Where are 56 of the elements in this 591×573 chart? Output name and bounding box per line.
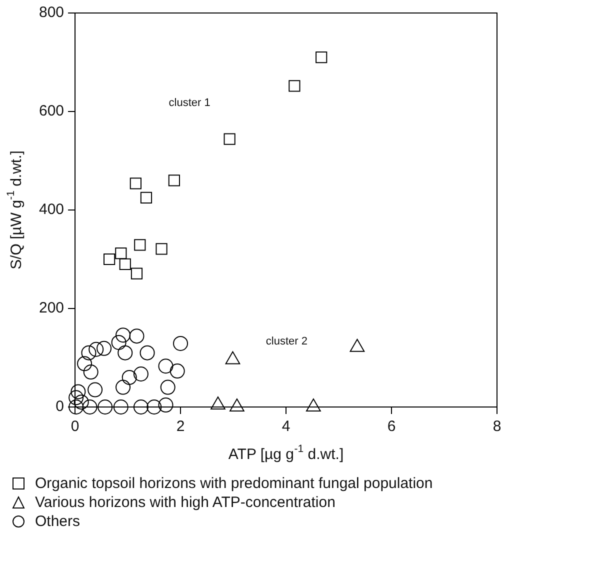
point (158, 398, 174, 413)
point (130, 178, 142, 190)
point (122, 370, 137, 385)
y-tick-label: 200 (38, 300, 64, 317)
point (81, 345, 96, 360)
point (133, 366, 148, 382)
point (134, 239, 146, 251)
point (83, 364, 98, 380)
point (116, 380, 131, 395)
point (119, 258, 131, 270)
legend-label: Various horizons with high ATP-concentration (35, 494, 336, 511)
annotation: cluster 1 (168, 97, 210, 110)
y-tick-label: 800 (38, 4, 64, 22)
x-tick-label: 6 (387, 418, 396, 436)
point (160, 380, 176, 395)
point (104, 253, 116, 266)
point (224, 133, 236, 145)
point (168, 174, 180, 186)
point (170, 364, 185, 379)
point (146, 400, 162, 414)
point (156, 243, 168, 255)
point (68, 390, 84, 406)
point (68, 400, 84, 414)
point (74, 394, 89, 410)
point (88, 342, 104, 357)
point (140, 192, 152, 204)
legend-label: Organic topsoil horizons with predominant fungal population (35, 475, 433, 492)
annotation: cluster 2 (266, 335, 308, 348)
y-tick-label: 0 (56, 398, 64, 416)
point (96, 340, 112, 356)
point (140, 345, 155, 360)
point (133, 400, 148, 414)
point (70, 384, 86, 400)
point (173, 336, 188, 351)
x-tick-label: 2 (176, 418, 185, 436)
point (130, 268, 143, 280)
point (316, 52, 328, 64)
x-tick-label: 8 (492, 418, 502, 436)
point (113, 400, 128, 414)
legend-label: Others (35, 513, 80, 530)
point (111, 334, 126, 350)
y-tick-label: 400 (38, 201, 64, 218)
point (118, 345, 133, 360)
point (116, 328, 131, 343)
x-tick-label: 0 (70, 418, 80, 436)
point (82, 400, 98, 414)
point (288, 80, 300, 92)
point (77, 356, 92, 372)
x-tick-label: 4 (282, 418, 290, 436)
y-axis-title: S/Q [µW g-1 d.wt.] (4, 150, 26, 270)
point (158, 358, 174, 374)
point (115, 248, 127, 260)
point (129, 328, 144, 344)
point (98, 400, 113, 414)
point (88, 382, 103, 398)
y-tick-label: 600 (38, 102, 64, 120)
